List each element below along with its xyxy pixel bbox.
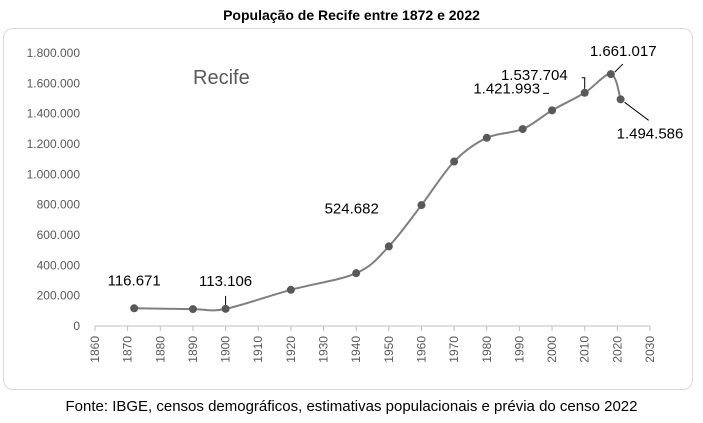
x-tick-label: 1860 (88, 336, 102, 363)
data-label-2018: 1.661.017 (590, 43, 657, 60)
y-tick-label: 1.200.000 (27, 137, 81, 151)
x-tick-label: 1920 (284, 336, 298, 363)
x-tick-label: 1940 (349, 336, 363, 363)
x-tick-label: 2030 (643, 336, 657, 363)
data-point-2000 (548, 106, 557, 115)
data-point-1950 (384, 242, 393, 251)
x-tick-label: 1890 (186, 336, 200, 363)
data-label-leader (581, 77, 586, 89)
y-tick-label: 600.000 (37, 228, 81, 242)
x-tick-label: 1930 (317, 336, 331, 363)
data-label-2021: 1.494.586 (617, 125, 684, 142)
data-point-2018 (606, 70, 615, 79)
y-tick-label: 800.000 (37, 198, 81, 212)
x-tick-label: 1980 (480, 336, 494, 363)
series-label: Recife (193, 67, 250, 89)
data-point-1890 (188, 305, 197, 314)
chart-title: População de Recife entre 1872 e 2022 (223, 7, 480, 23)
y-tick-label: 400.000 (37, 258, 81, 272)
x-tick-label: 1880 (153, 336, 167, 363)
source-note: Fonte: IBGE, censos demográficos, estima… (65, 398, 638, 415)
x-tick-label: 1870 (121, 336, 135, 363)
x-tick-label: 1960 (414, 336, 428, 363)
x-tick-label: 1970 (447, 336, 461, 363)
y-tick-label: 200.000 (37, 289, 81, 303)
data-point-1940 (352, 269, 361, 278)
data-point-1872 (130, 304, 139, 313)
y-tick-label: 1.000.000 (27, 167, 81, 181)
data-label-leader (614, 63, 624, 73)
x-tick-label: 2010 (578, 336, 592, 363)
data-label-leader (624, 101, 649, 121)
x-tick-label: 2000 (545, 336, 559, 363)
x-tick-label: 1990 (512, 336, 526, 363)
data-label-1872: 116.671 (108, 272, 161, 289)
data-point-1970 (450, 157, 459, 166)
data-point-2010 (580, 88, 589, 97)
y-tick-label: 1.600.000 (27, 76, 81, 90)
data-label-2010: 1.537.704 (501, 67, 568, 84)
data-point-1991 (518, 125, 527, 134)
x-tick-label: 1900 (219, 336, 233, 363)
data-point-1980 (482, 133, 491, 142)
y-tick-label: 1.800.000 (27, 46, 81, 60)
data-point-1960 (417, 201, 426, 210)
data-label-1950: 524.682 (325, 200, 379, 217)
x-tick-label: 1910 (251, 336, 265, 363)
data-point-1900 (221, 304, 230, 313)
x-tick-label: 1950 (382, 336, 396, 363)
data-label-2000: 1.421.993 (473, 80, 540, 97)
x-tick-label: 2020 (610, 336, 624, 363)
data-label-1900: 113.106 (199, 273, 252, 290)
data-point-2021 (616, 95, 625, 104)
data-point-1920 (286, 285, 295, 294)
chart-frame (3, 28, 693, 390)
y-tick-label: 0 (73, 319, 80, 333)
series-line-recife (134, 73, 622, 312)
y-tick-label: 1.400.000 (27, 107, 81, 121)
